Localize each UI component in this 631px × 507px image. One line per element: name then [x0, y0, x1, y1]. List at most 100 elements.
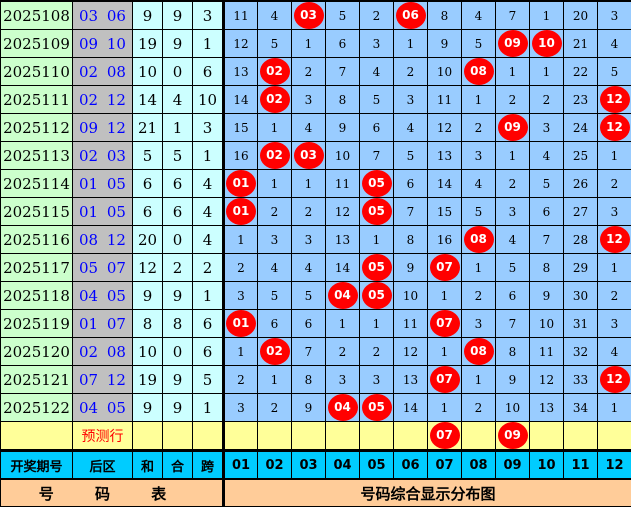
grid-cell: 2: [598, 282, 631, 310]
back-number: 03: [79, 7, 98, 25]
span-cell: 3: [193, 114, 224, 142]
grid-cell: 06: [394, 2, 428, 30]
footer-number-table: 号 码 表: [1, 479, 224, 507]
sum-cell: 5: [133, 142, 163, 170]
grid-cell: 7: [360, 142, 394, 170]
grid-cell: 3: [462, 142, 496, 170]
prediction-cell: 09: [496, 422, 530, 451]
grid-cell: 6: [394, 170, 428, 198]
back-numbers-cell: 01 05: [73, 170, 133, 198]
back-numbers-cell: 02 12: [73, 86, 133, 114]
grid-cell: 3: [360, 366, 394, 394]
grid-cell: 4: [462, 170, 496, 198]
grid-cell: 23: [564, 86, 598, 114]
grid-cell: 1: [224, 338, 258, 366]
grid-cell: 11: [428, 86, 462, 114]
back-numbers-cell: 02 08: [73, 58, 133, 86]
period-cell: 2025112: [1, 114, 73, 142]
span-cell: 6: [193, 338, 224, 366]
grid-cell: 2: [292, 58, 326, 86]
grid-cell: 7: [496, 310, 530, 338]
hit-ball: 12: [600, 366, 630, 393]
period-cell: 2025114: [1, 170, 73, 198]
span-cell: 1: [193, 30, 224, 58]
grid-cell: 05: [360, 254, 394, 282]
grid-cell: 13: [428, 142, 462, 170]
grid-cell: 04: [326, 394, 360, 422]
back-number: 05: [107, 399, 126, 417]
grid-cell: 05: [360, 198, 394, 226]
back-number: 08: [107, 343, 126, 361]
grid-cell: 5: [394, 142, 428, 170]
header-number-09: 09: [496, 451, 530, 480]
grid-cell: 12: [598, 114, 631, 142]
hit-ball: 09: [498, 114, 528, 141]
hit-ball: 05: [362, 394, 392, 421]
grid-cell: 1: [462, 254, 496, 282]
period-cell: 2025108: [1, 2, 73, 30]
grid-cell: 07: [428, 254, 462, 282]
grid-cell: 13: [224, 58, 258, 86]
grid-cell: 30: [564, 282, 598, 310]
grid-cell: 11: [530, 338, 564, 366]
grid-cell: 3: [496, 198, 530, 226]
grid-cell: 01: [224, 310, 258, 338]
sum-cell: 21: [133, 114, 163, 142]
prediction-cell: [530, 422, 564, 451]
back-numbers-cell: 02 03: [73, 142, 133, 170]
grid-cell: 12: [394, 338, 428, 366]
grid-cell: 1: [258, 170, 292, 198]
grid-cell: 31: [564, 310, 598, 338]
grid-cell: 7: [292, 338, 326, 366]
hit-ball: 10: [532, 30, 562, 57]
grid-cell: 29: [564, 254, 598, 282]
back-number: 05: [107, 287, 126, 305]
prediction-label: 预测行: [73, 422, 133, 451]
grid-cell: 6: [292, 310, 326, 338]
grid-cell: 02: [258, 338, 292, 366]
grid-cell: 3: [530, 114, 564, 142]
grid-cell: 10: [326, 142, 360, 170]
grid-cell: 8: [428, 2, 462, 30]
hit-ball: 02: [260, 338, 290, 365]
grid-cell: 4: [258, 254, 292, 282]
back-number: 05: [107, 203, 126, 221]
hit-ball: 08: [464, 58, 494, 85]
grid-cell: 1: [496, 58, 530, 86]
mod-cell: 9: [163, 394, 193, 422]
grid-cell: 15: [428, 198, 462, 226]
grid-cell: 2: [326, 338, 360, 366]
grid-cell: 2: [360, 338, 394, 366]
grid-cell: 07: [428, 366, 462, 394]
grid-cell: 9: [292, 394, 326, 422]
sum-cell: 9: [133, 2, 163, 30]
back-number: 03: [107, 147, 126, 165]
grid-cell: 4: [292, 114, 326, 142]
hit-ball: 02: [260, 86, 290, 113]
hit-ball: 03: [294, 2, 324, 29]
grid-cell: 1: [258, 114, 292, 142]
back-number: 09: [79, 35, 98, 53]
grid-cell: 15: [224, 114, 258, 142]
grid-cell: 3: [360, 30, 394, 58]
grid-cell: 1: [428, 394, 462, 422]
mod-cell: 4: [163, 86, 193, 114]
grid-cell: 4: [598, 338, 631, 366]
grid-cell: 7: [394, 198, 428, 226]
mod-cell: 9: [163, 366, 193, 394]
mod-cell: 2: [163, 254, 193, 282]
sum-cell: 10: [133, 58, 163, 86]
back-number: 05: [79, 259, 98, 277]
grid-cell: 4: [258, 2, 292, 30]
hit-ball: 01: [226, 310, 256, 337]
grid-cell: 14: [394, 394, 428, 422]
prediction-cell: [258, 422, 292, 451]
prediction-cell: [598, 422, 631, 451]
hit-ball: 03: [294, 142, 324, 169]
header-mod: 合: [163, 451, 193, 480]
